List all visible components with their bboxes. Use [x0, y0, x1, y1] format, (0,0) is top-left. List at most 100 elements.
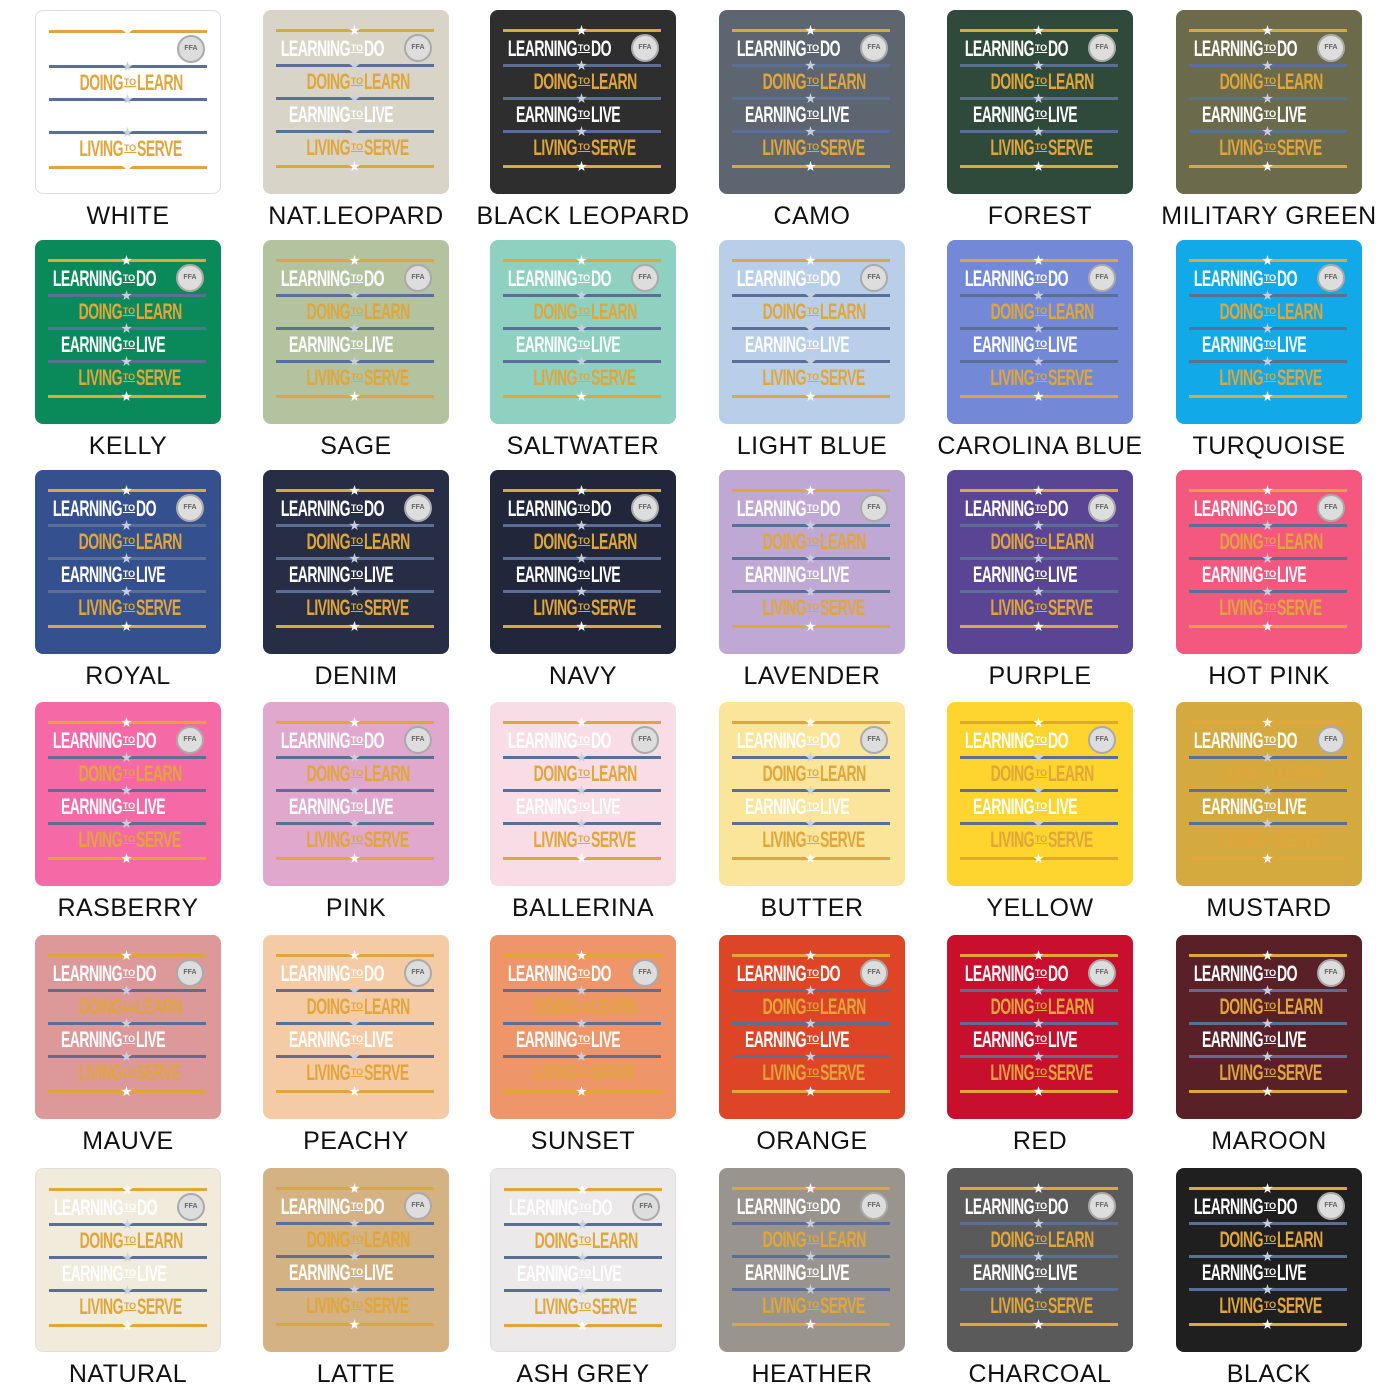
swatch-item[interactable]: LEARNING TO DO DOING TO LEARN EARNING TO LIVE LIV… — [263, 935, 491, 1167]
swatch-item[interactable]: LEARNING TO DO DOING TO LEARN EARNING TO LIVE LIV… — [35, 240, 263, 472]
color-swatch[interactable]: LEARNING TO DO DOING TO LEARN EARNING TO LIVE LIV… — [719, 470, 905, 654]
swatch-item[interactable]: LEARNING TO DO DOING TO LEARN EARNING TO LIVE LIV… — [1176, 470, 1398, 702]
slogan-to: TO — [1034, 1034, 1048, 1044]
color-swatch[interactable]: LEARNING TO DO DOING TO LEARN EARNING TO LIVE LIV… — [947, 240, 1133, 424]
swatch-item[interactable]: LEARNING TO DO DOING TO LEARN EARNING TO LIVE LIV… — [35, 935, 263, 1167]
swatch-item[interactable]: LEARNING TO DO DOING TO LEARN EARNING TO LIVE LIV… — [35, 10, 263, 242]
slogan-word: EARNING — [288, 793, 351, 819]
swatch-item[interactable]: LEARNING TO DO DOING TO LEARN EARNING TO LIVE LIV… — [263, 470, 491, 702]
color-swatch[interactable]: LEARNING TO DO DOING TO LEARN EARNING TO LIVE LIV… — [490, 1168, 676, 1352]
color-swatch[interactable]: LEARNING TO DO DOING TO LEARN EARNING TO LIVE LIV… — [719, 1168, 905, 1352]
swatch-item[interactable]: LEARNING TO DO DOING TO LEARN EARNING TO LIVE LIV… — [1176, 935, 1398, 1167]
swatch-item[interactable]: LEARNING TO DO DOING TO LEARN EARNING TO LIVE LIV… — [263, 702, 491, 934]
swatch-item[interactable]: LEARNING TO DO DOING TO LEARN EARNING TO LIVE LIV… — [490, 702, 718, 934]
color-swatch[interactable]: LEARNING TO DO DOING TO LEARN EARNING TO LIVE LIV… — [1176, 1168, 1362, 1352]
slogan-word: DO — [1048, 495, 1069, 521]
slogan-word: LEARNING — [1193, 35, 1264, 61]
swatch-item[interactable]: LEARNING TO DO DOING TO LEARN EARNING TO LIVE LIV… — [263, 1168, 491, 1400]
swatch-item[interactable]: LEARNING TO DO DOING TO LEARN EARNING TO LIVE LIV… — [947, 935, 1175, 1167]
slogan-word: DO — [1048, 35, 1069, 61]
slogan-word: LIVING — [534, 1293, 578, 1319]
color-swatch[interactable]: LEARNING TO DO DOING TO LEARN EARNING TO LIVE LIV… — [490, 240, 676, 424]
color-swatch[interactable]: LEARNING TO DO DOING TO LEARN EARNING TO LIVE LIV… — [947, 702, 1133, 886]
color-swatch[interactable]: LEARNING TO DO DOING TO LEARN EARNING TO LIVE LIV… — [490, 10, 676, 194]
slogan-word: LIVING — [990, 594, 1034, 620]
swatch-item[interactable]: LEARNING TO DO DOING TO LEARN EARNING TO LIVE LIV… — [490, 935, 718, 1167]
swatch-item[interactable]: LEARNING TO DO DOING TO LEARN EARNING TO LIVE LIV… — [719, 935, 947, 1167]
slogan-word: LIVE — [137, 102, 167, 128]
color-swatch[interactable]: LEARNING TO DO DOING TO LEARN EARNING TO LIVE LIV… — [947, 1168, 1133, 1352]
shirt-design: LEARNING TO DO DOING TO LEARN EARNING TO LIVE LIV… — [48, 717, 208, 870]
color-swatch[interactable]: LEARNING TO DO DOING TO LEARN EARNING TO LIVE LIV… — [1176, 935, 1362, 1119]
color-swatch[interactable]: LEARNING TO DO DOING TO LEARN EARNING TO LIVE LIV… — [35, 240, 221, 424]
color-swatch[interactable]: LEARNING TO DO DOING TO LEARN EARNING TO LIVE LIV… — [490, 935, 676, 1119]
color-swatch[interactable]: LEARNING TO DO DOING TO LEARN EARNING TO LIVE LIV… — [35, 470, 221, 654]
ffa-emblem-icon: FFA — [631, 726, 659, 754]
swatch-item[interactable]: LEARNING TO DO DOING TO LEARN EARNING TO LIVE LIV… — [947, 470, 1175, 702]
star-icon — [1262, 255, 1273, 266]
color-swatch[interactable]: LEARNING TO DO DOING TO LEARN EARNING TO LIVE LIV… — [1176, 702, 1362, 886]
star-icon — [1262, 1218, 1273, 1229]
slogan-word: DO — [1048, 960, 1069, 986]
swatch-item[interactable]: LEARNING TO DO DOING TO LEARN EARNING TO LIVE LIV… — [476, 10, 718, 242]
color-swatch[interactable]: LEARNING TO DO DOING TO LEARN EARNING TO LIVE LIV… — [947, 10, 1133, 194]
star-icon — [576, 785, 587, 796]
color-swatch[interactable]: LEARNING TO DO DOING TO LEARN EARNING TO LIVE LIV… — [263, 935, 449, 1119]
slogan-to: TO — [123, 1301, 137, 1311]
swatch-item[interactable]: LEARNING TO DO DOING TO LEARN EARNING TO LIVE LIV… — [719, 470, 947, 702]
swatch-item[interactable]: LEARNING TO DO DOING TO LEARN EARNING TO LIVE LIV… — [937, 240, 1175, 472]
swatch-item[interactable]: LEARNING TO DO DOING TO LEARN EARNING TO LIVE LIV… — [947, 1168, 1175, 1400]
color-swatch[interactable]: LEARNING TO DO DOING TO LEARN EARNING TO LIVE LIV… — [35, 935, 221, 1119]
color-swatch[interactable]: LEARNING TO DO DOING TO LEARN EARNING TO LIVE LIV… — [1176, 470, 1362, 654]
slogan-word: EARNING — [1201, 331, 1264, 357]
swatch-item[interactable]: LEARNING TO DO DOING TO LEARN EARNING TO LIVE LIV… — [947, 10, 1175, 242]
color-swatch[interactable]: LEARNING TO DO DOING TO LEARN EARNING TO LIVE LIV… — [263, 702, 449, 886]
slogan-to: TO — [577, 968, 591, 978]
swatch-item[interactable]: LEARNING TO DO DOING TO LEARN EARNING TO LIVE LIV… — [263, 240, 491, 472]
color-swatch[interactable]: LEARNING TO DO DOING TO LEARN EARNING TO LIVE LIV… — [263, 470, 449, 654]
color-swatch[interactable]: LEARNING TO DO DOING TO LEARN EARNING TO LIVE LIV… — [719, 10, 905, 194]
swatch-item[interactable]: LEARNING TO DO DOING TO LEARN EARNING TO LIVE LIV… — [490, 240, 718, 472]
swatch-item[interactable]: LEARNING TO DO DOING TO LEARN EARNING TO LIVE LIV… — [490, 470, 718, 702]
color-swatch[interactable]: LEARNING TO DO DOING TO LEARN EARNING TO LIVE LIV… — [263, 10, 449, 194]
color-swatch[interactable]: LEARNING TO DO DOING TO LEARN EARNING TO LIVE LIV… — [719, 240, 905, 424]
color-swatch[interactable]: LEARNING TO DO DOING TO LEARN EARNING TO LIVE LIV… — [263, 1168, 449, 1352]
color-swatch[interactable]: LEARNING TO DO DOING TO LEARN EARNING TO LIVE LIV… — [490, 702, 676, 886]
swatch-item[interactable]: LEARNING TO DO DOING TO LEARN EARNING TO LIVE LIV… — [947, 702, 1175, 934]
star-icon — [122, 1320, 133, 1331]
color-swatch[interactable]: LEARNING TO DO DOING TO LEARN EARNING TO LIVE LIV… — [1176, 240, 1362, 424]
color-swatch[interactable]: LEARNING TO DO DOING TO LEARN EARNING TO LIVE LIV… — [263, 240, 449, 424]
slogan-to: TO — [1263, 339, 1277, 349]
swatch-item[interactable]: LEARNING TO DO DOING TO LEARN EARNING TO LIVE LIV… — [263, 10, 491, 242]
slogan-to: TO — [806, 1034, 820, 1044]
shirt-design: LEARNING TO DO DOING TO LEARN EARNING TO LIVE LIV… — [48, 255, 208, 408]
swatch-item[interactable]: LEARNING TO DO DOING TO LEARN EARNING TO LIVE LIV… — [1176, 702, 1398, 934]
swatch-item[interactable]: LEARNING TO DO DOING TO LEARN EARNING TO LIVE LIV… — [35, 470, 263, 702]
swatch-item[interactable]: LEARNING TO DO DOING TO LEARN EARNING TO LIVE LIV… — [35, 702, 263, 934]
swatch-item[interactable]: LEARNING TO DO DOING TO LEARN EARNING TO LIVE LIV… — [1176, 1168, 1398, 1400]
slogan-to: TO — [1034, 142, 1048, 152]
swatch-item[interactable]: LEARNING TO DO DOING TO LEARN EARNING TO LIVE LIV… — [1161, 10, 1398, 242]
swatch-item[interactable]: LEARNING TO DO DOING TO LEARN EARNING TO LIVE LIV… — [719, 1168, 947, 1400]
swatch-item[interactable]: LEARNING TO DO DOING TO LEARN EARNING TO LIVE LIV… — [719, 240, 947, 472]
color-swatch[interactable]: LEARNING TO DO DOING TO LEARN EARNING TO LIVE LIV… — [1176, 10, 1362, 194]
swatch-item[interactable]: LEARNING TO DO DOING TO LEARN EARNING TO LIVE LIV… — [490, 1168, 718, 1400]
star-icon — [1033, 586, 1044, 597]
color-swatch[interactable]: LEARNING TO DO DOING TO LEARN EARNING TO LIVE LIV… — [35, 1168, 221, 1352]
color-swatch[interactable]: LEARNING TO DO DOING TO LEARN EARNING TO LIVE LIV… — [35, 702, 221, 886]
slogan-line: DOING TO LEARN — [732, 527, 892, 555]
swatch-item[interactable]: LEARNING TO DO DOING TO LEARN EARNING TO LIVE LIV… — [719, 702, 947, 934]
swatch-item[interactable]: LEARNING TO DO DOING TO LEARN EARNING TO LIVE LIV… — [35, 1168, 263, 1400]
color-swatch[interactable]: LEARNING TO DO DOING TO LEARN EARNING TO LIVE LIV… — [490, 470, 676, 654]
color-swatch[interactable]: LEARNING TO DO DOING TO LEARN EARNING TO LIVE LIV… — [35, 10, 221, 194]
color-swatch[interactable]: LEARNING TO DO DOING TO LEARN EARNING TO LIVE LIV… — [947, 935, 1133, 1119]
star-icon — [576, 255, 587, 266]
swatch-item[interactable]: LEARNING TO DO DOING TO LEARN EARNING TO LIVE LIV… — [1176, 240, 1398, 472]
color-swatch[interactable]: LEARNING TO DO DOING TO LEARN EARNING TO LIVE LIV… — [719, 702, 905, 886]
slogan-word: EARNING — [972, 793, 1035, 819]
slogan-line: LIVING TO SERVE — [504, 1292, 664, 1320]
swatch-item[interactable]: LEARNING TO DO DOING TO LEARN EARNING TO LIVE LIV… — [719, 10, 947, 242]
color-swatch[interactable]: LEARNING TO DO DOING TO LEARN EARNING TO LIVE LIV… — [719, 935, 905, 1119]
slogan-word: LEARN — [1048, 528, 1094, 554]
color-swatch[interactable]: LEARNING TO DO DOING TO LEARN EARNING TO LIVE LIV… — [947, 470, 1133, 654]
